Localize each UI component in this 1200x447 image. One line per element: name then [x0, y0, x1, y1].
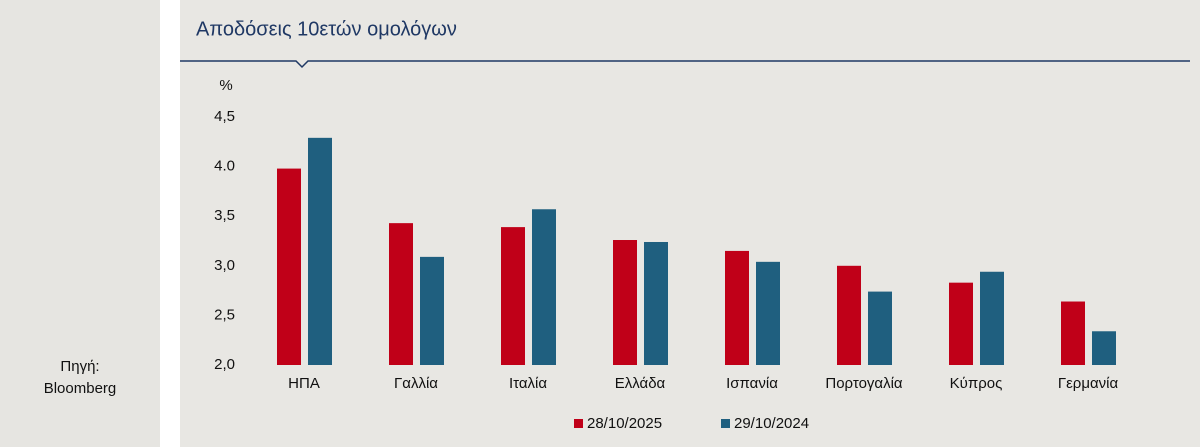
bar [949, 282, 973, 365]
y-tick-label: 4.0 [214, 158, 235, 175]
bar [420, 256, 444, 365]
bar [1092, 331, 1116, 365]
bar [308, 137, 332, 365]
x-tick-label: Γαλλία [394, 375, 438, 392]
main-panel [180, 0, 1200, 447]
legend-label: 28/10/2025 [587, 415, 662, 432]
x-tick-label: Κύπρος [950, 375, 1003, 392]
bar [980, 271, 1004, 365]
bar [725, 250, 749, 365]
title-rule [180, 60, 1190, 69]
x-tick-label: Γερμανία [1058, 375, 1119, 392]
source-label: Πηγή: [60, 358, 99, 375]
legend-swatch [574, 419, 583, 428]
chart-title: Αποδόσεις 10ετών ομολόγων [196, 18, 457, 40]
side-panel [0, 0, 160, 447]
bar [613, 240, 637, 365]
y-tick-label: 4,5 [214, 108, 235, 125]
legend-swatch [721, 419, 730, 428]
bar [501, 227, 525, 365]
x-tick-label: Ελλάδα [615, 375, 666, 392]
y-tick-label: 2,5 [214, 306, 235, 323]
y-tick-label: 3,0 [214, 257, 235, 274]
x-tick-label: Ιταλία [509, 375, 547, 392]
legend-label: 29/10/2024 [734, 415, 809, 432]
y-tick-label: 3,5 [214, 207, 235, 224]
bar [644, 241, 668, 365]
source: Bloomberg [44, 380, 117, 397]
bar [277, 168, 301, 365]
bar [1061, 301, 1085, 365]
y-tick-label: 2,0 [214, 356, 235, 373]
bar [868, 291, 892, 365]
bar [389, 223, 413, 365]
bar [756, 261, 780, 365]
bar [532, 209, 556, 365]
x-tick-label: Ισπανία [726, 375, 778, 392]
bar [837, 265, 861, 365]
x-tick-label: Πορτογαλία [825, 375, 903, 392]
y-axis-label: % [219, 77, 232, 94]
x-tick-label: ΗΠΑ [288, 375, 320, 392]
